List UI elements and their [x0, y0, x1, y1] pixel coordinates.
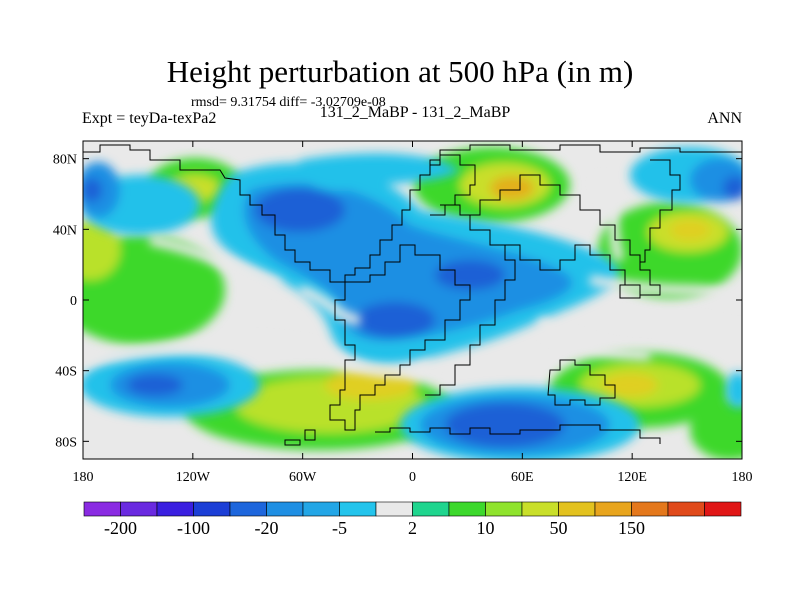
contour-field [83, 141, 742, 459]
coastlines [83, 144, 742, 446]
colorbar-box [302, 501, 340, 517]
south-indian-dark [445, 403, 565, 447]
zero-band-equator [298, 285, 361, 325]
colorbar-label: -5 [332, 518, 347, 538]
west-pacific-green-edge [83, 220, 120, 280]
west-edge-dark [83, 178, 102, 202]
colorbar-box [485, 501, 523, 517]
colorbar-box [521, 501, 559, 517]
experiment-label: Expt = teyDa-texPa2 [82, 110, 217, 127]
colorbar-label: 2 [408, 518, 417, 538]
positive-regions [83, 147, 742, 459]
zero-band-north-pacific [149, 235, 282, 290]
coast-asia [470, 174, 661, 296]
east-edge-dark [723, 176, 742, 200]
colorbar-box [120, 501, 158, 517]
colorbar: -200 -100 -20 -5 2 10 50 150 [83, 501, 742, 538]
coast-north-america [83, 144, 742, 283]
colorbar-label: 10 [477, 518, 495, 538]
longitude-axis: 180 120W 60W 0 60E 120E 180 [73, 141, 753, 485]
coast-south-america [329, 244, 471, 431]
lon-tick-label: 120E [617, 470, 647, 485]
colorbar-box [631, 501, 669, 517]
latitude-axis: 80N 40N 0 40S 80S [53, 153, 742, 450]
colorbar-box [704, 501, 742, 517]
east-asia-peak [670, 220, 710, 240]
africa-dark [435, 260, 505, 290]
colorbar-box [375, 501, 413, 517]
colorbar-box [156, 501, 194, 517]
coast-greenland [419, 154, 476, 206]
coast-australia [547, 359, 616, 406]
colorbar-label: -20 [255, 518, 279, 538]
coast-east-asia [640, 159, 681, 263]
coast-europe-africa [425, 204, 516, 396]
comparison-label: 131_2_MaBP - 131_2_MaBP [319, 104, 511, 121]
zero-band-north-east [595, 177, 625, 263]
lat-tick-label: 40S [55, 365, 77, 380]
south-indian-peak [602, 373, 658, 397]
south-pacific-dark [127, 374, 183, 396]
negative-regions [83, 147, 742, 459]
colorbar-box [412, 501, 450, 517]
colorbar-box [667, 501, 705, 517]
stats-label: rmsd= 9.31754 diff= -3.02709e-08 [191, 95, 386, 110]
north-atlantic-peak [490, 176, 534, 200]
lon-tick-label: 60W [289, 470, 317, 485]
lon-tick-label: 180 [732, 470, 753, 485]
lat-tick-label: 40N [53, 223, 77, 238]
lat-tick-label: 0 [70, 294, 77, 309]
west-pacific-green [83, 235, 225, 345]
plot-title: Height perturbation at 500 hPa (in m) [166, 54, 634, 89]
colorbar-box [229, 501, 267, 517]
colorbar-label: -200 [104, 518, 137, 538]
zero-bands [83, 177, 742, 378]
colorbar-label: 50 [550, 518, 568, 538]
lon-tick-label: 120W [176, 470, 211, 485]
season-label: ANN [707, 110, 742, 127]
lon-tick-label: 0 [409, 470, 416, 485]
colorbar-box [448, 501, 486, 517]
colorbar-label: 150 [618, 518, 645, 538]
colorbar-box [339, 501, 377, 517]
north-atlantic-cyan [298, 153, 460, 191]
colorbar-box [594, 501, 632, 517]
zero-band-east [589, 275, 742, 305]
southeast-edge-cyan [726, 372, 742, 408]
lat-tick-label: 80N [53, 153, 77, 168]
lon-tick-label: 60E [511, 470, 534, 485]
south-america-dark [355, 302, 435, 338]
colorbar-label: -100 [177, 518, 210, 538]
zero-band-indian [536, 316, 651, 360]
colorbar-box [83, 501, 121, 517]
lat-tick-label: 80S [55, 435, 77, 450]
lon-tick-label: 180 [73, 470, 94, 485]
colorbar-box [266, 501, 304, 517]
south-pacific-green [690, 400, 742, 459]
north-america-dark [255, 188, 345, 232]
south-atlantic-peak [325, 370, 415, 400]
colorbar-box [558, 501, 596, 517]
zero-band-south [83, 338, 433, 378]
coast-islands [284, 284, 641, 446]
colorbar-box [193, 501, 231, 517]
coast-antarctica [375, 424, 661, 444]
